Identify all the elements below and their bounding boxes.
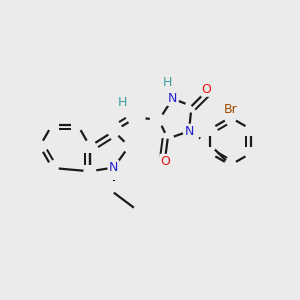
Text: N: N (168, 92, 177, 105)
Text: Br: Br (224, 103, 237, 116)
Text: H: H (118, 96, 127, 109)
Text: H: H (163, 76, 172, 89)
Text: O: O (202, 83, 212, 96)
Text: O: O (160, 155, 170, 168)
Text: N: N (109, 161, 119, 174)
Text: N: N (184, 125, 194, 138)
